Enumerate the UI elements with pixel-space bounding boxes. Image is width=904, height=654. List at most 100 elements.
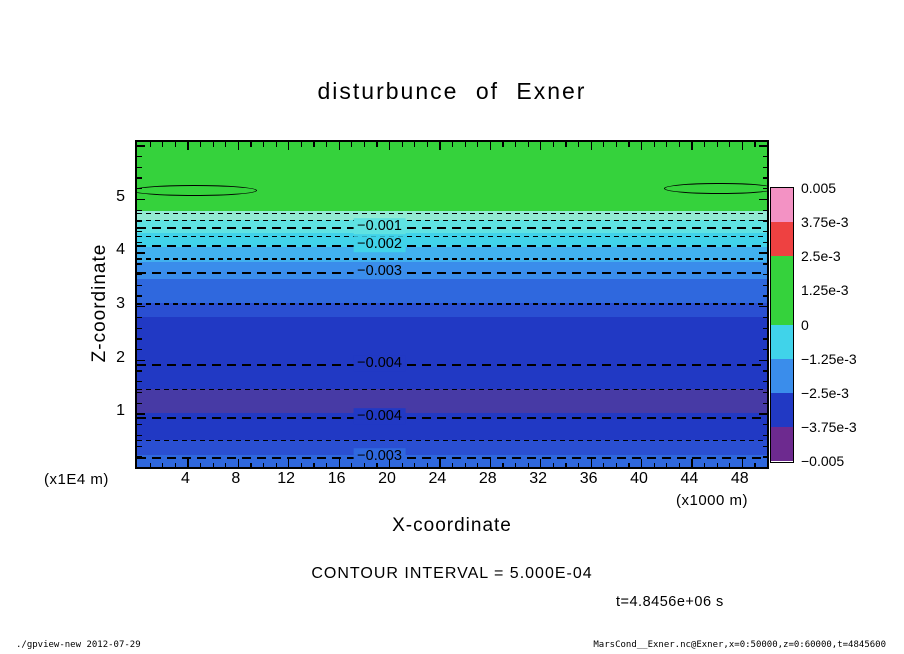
x-tick-top [678,142,681,147]
x-tick-top [452,142,454,147]
contour-interval-text: CONTOUR INTERVAL = 5.000E-04 [311,565,593,582]
x-tick-label: 20 [378,470,396,487]
z-tick-right [762,241,767,244]
x-tick-top [515,142,517,147]
x-tick-label: 24 [428,470,447,487]
colorbar [770,187,794,463]
x-tick [515,462,517,467]
z-tick [137,188,142,190]
z-tick-right [759,413,767,415]
x-tick [389,459,391,467]
fill-band [137,389,767,414]
z-tick-label: 3 [116,295,125,313]
z-tick-right [762,220,767,222]
x-tick [351,462,353,467]
x-tick-top [174,142,177,147]
x-tick-top [363,142,366,147]
z-tick [137,338,142,340]
z-tick [137,263,142,265]
z-tick-right [759,252,767,254]
contour-label: −0.003 [353,262,406,279]
contour-line [137,212,767,214]
z-tick-right [762,316,767,319]
contour-line [137,271,767,274]
fill-band [137,303,767,317]
contour-line [137,226,767,229]
time-annotation: t=4.8456e+06 s [616,594,724,610]
x-tick [313,462,315,467]
fill-band [137,262,767,280]
contour-line [137,440,767,442]
z-tick [137,209,142,211]
z-tick [137,220,142,222]
z-tick [137,155,142,158]
x-tick-top [641,142,643,150]
x-tick [426,462,429,467]
x-tick-top [187,142,189,150]
x-tick [263,462,265,467]
x-tick-label: 28 [478,470,497,487]
z-tick [137,177,142,179]
z-tick-right [762,177,767,179]
x-tick [729,462,731,467]
x-tick [452,462,454,467]
x-tick-top [704,142,706,147]
z-tick [137,284,142,286]
x-tick-top [653,142,655,147]
z-tick [137,456,142,458]
z-tick-right [762,402,767,404]
zero-contour [137,184,258,196]
z-tick [137,327,142,329]
contour-line [137,244,767,247]
x-tick-top [716,142,718,147]
x-tick-top [527,142,529,147]
colorbar-label: 3.75e-3 [801,214,849,231]
x-tick-top [477,142,479,147]
z-tick [137,402,142,404]
x-tick [502,462,504,467]
x-tick [527,462,529,467]
z-tick [137,445,142,447]
x-tick-top [565,142,567,147]
z-tick-right [762,434,767,437]
z-tick [137,306,145,308]
contour-line [137,220,767,222]
zero-contour [663,182,767,195]
z-tick [137,381,142,383]
x-tick [615,462,618,467]
x-tick-top [237,142,240,150]
x-tick-label: 16 [327,470,346,487]
x-tick-label: 12 [277,470,296,487]
x-tick [628,462,630,467]
colorbar-segment [771,358,793,393]
z-tick [137,370,142,372]
contour-line [137,258,767,260]
x-tick [326,462,328,467]
x-tick-top [313,142,315,147]
fill-band [137,142,767,211]
x-tick-top [414,142,416,147]
x-tick-top [376,142,378,147]
fill-band [137,247,767,263]
plot-area: −0.001 −0.002 −0.003 −0.004 −0.004 −0.003 [135,140,769,469]
footer-command-text: ./gpview-new 2012-07-29 [16,640,141,650]
x-tick-top [590,142,592,150]
contour-label: −0.001 [353,217,406,234]
z-tick-right [762,209,767,211]
fill-band [137,279,767,304]
contour-label: −0.003 [353,448,406,465]
x-tick [590,459,592,467]
z-tick [137,295,142,297]
fill-band [137,316,767,390]
z-tick-right [762,284,767,286]
x-tick [704,462,706,467]
x-tick [439,459,441,467]
x-tick [162,462,164,467]
z-tick [137,241,142,244]
z-tick [137,231,142,233]
x-tick-label: 48 [730,470,749,487]
x-tick [477,462,479,467]
x-tick-label: 4 [180,470,190,487]
x-tick [741,459,744,467]
x-tick [464,462,466,467]
